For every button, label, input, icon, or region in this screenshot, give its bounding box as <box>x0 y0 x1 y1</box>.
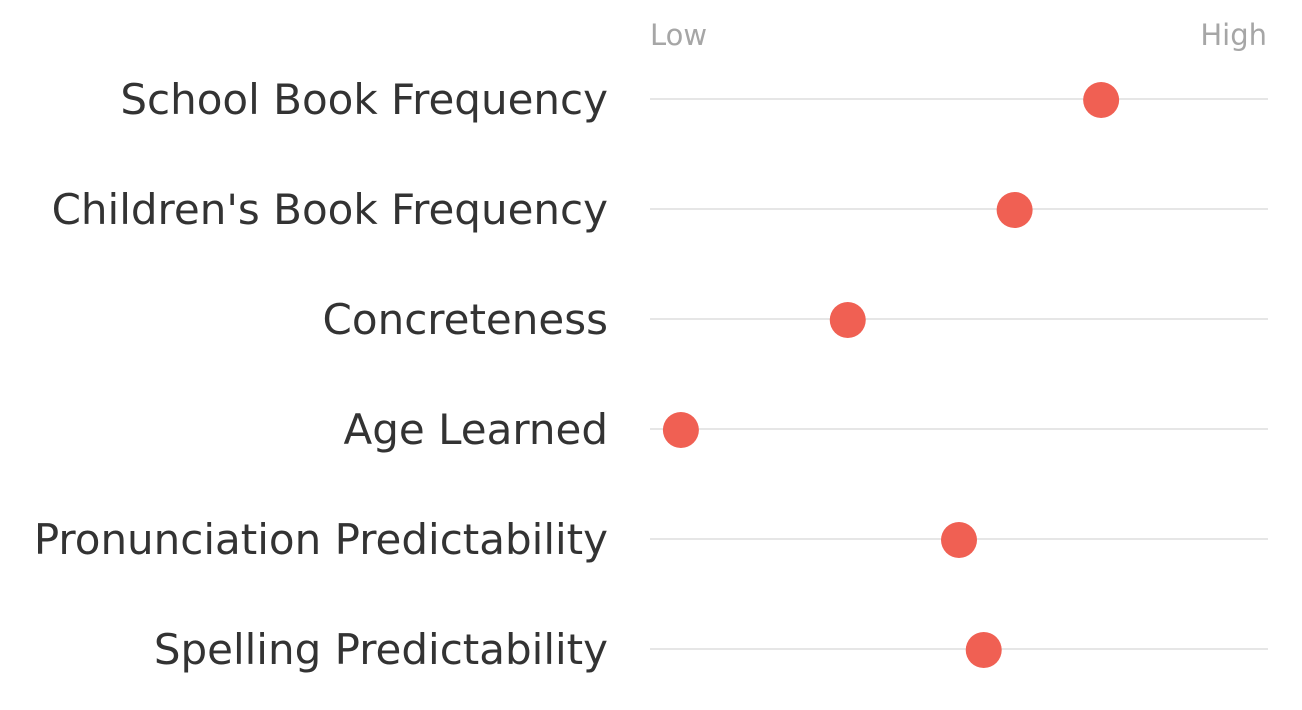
dot-school-book-frequency <box>1083 82 1120 118</box>
row-label-age-learned: Age Learned <box>344 405 608 454</box>
scale-low-label: Low <box>650 18 707 52</box>
row-label-spelling-predictability: Spelling Predictability <box>154 625 608 674</box>
dot-age-learned <box>662 412 699 448</box>
dot-pronunciation-predictability <box>941 522 977 558</box>
dot-children-s-book-frequency <box>996 192 1033 228</box>
row-label-concreteness: Concreteness <box>323 295 608 344</box>
dot-plot-rows: School Book Frequency Children's Book Fre… <box>34 75 1268 674</box>
row-label-school-book-frequency: School Book Frequency <box>120 75 608 124</box>
scale-high-label: High <box>1200 18 1267 52</box>
dot-concreteness <box>829 302 866 338</box>
dot-spelling-predictability <box>965 632 1002 668</box>
row-label-children-s-book-frequency: Children's Book Frequency <box>52 185 608 234</box>
row-label-pronunciation-predictability: Pronunciation Predictability <box>34 515 608 564</box>
